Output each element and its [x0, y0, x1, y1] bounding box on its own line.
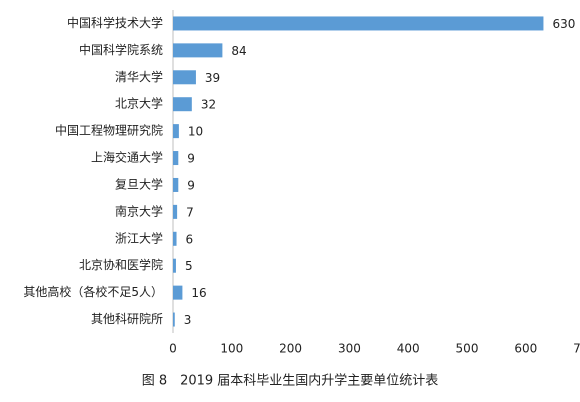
data-label: 39 — [205, 71, 220, 85]
x-tick-label: 300 — [338, 342, 361, 356]
y-tick-label: 中国科学院系统 — [79, 42, 163, 57]
data-label: 16 — [191, 286, 206, 300]
chart-title: 图 8 2019 届本科毕业生国内升学主要单位统计表 — [142, 373, 439, 389]
x-tick-label: 400 — [397, 342, 420, 356]
bar — [173, 231, 177, 246]
y-tick-label: 上海交通大学 — [91, 150, 163, 165]
y-tick-label: 清华大学 — [115, 69, 163, 84]
x-tick-label: 600 — [514, 342, 537, 356]
bar — [173, 204, 178, 219]
data-label: 10 — [188, 125, 203, 139]
data-label: 32 — [201, 98, 216, 112]
data-label: 3 — [184, 313, 192, 327]
y-tick-label: 其他高校（各校不足5人） — [23, 284, 163, 299]
x-tick-label: 200 — [279, 342, 302, 356]
data-label: 6 — [186, 232, 194, 246]
bar — [173, 43, 223, 58]
y-tick-label: 中国科学技术大学 — [67, 15, 163, 30]
y-tick-label: 北京协和医学院 — [79, 257, 163, 272]
x-tick-label: 500 — [456, 342, 479, 356]
y-tick-label: 复旦大学 — [115, 176, 163, 191]
y-tick-label: 浙江大学 — [115, 230, 163, 245]
bar — [173, 312, 175, 327]
x-tick-label: 100 — [220, 342, 243, 356]
y-tick-label: 北京大学 — [115, 96, 163, 111]
data-label: 9 — [187, 152, 195, 166]
bar — [173, 285, 183, 300]
data-label: 7 — [186, 205, 194, 219]
data-label: 630 — [552, 17, 575, 31]
x-tick-label: 700 — [573, 342, 580, 356]
x-tick-label: 0 — [169, 342, 177, 356]
bar — [173, 70, 196, 85]
y-tick-label: 南京大学 — [115, 203, 163, 218]
bar — [173, 16, 544, 31]
bar — [173, 258, 176, 273]
y-tick-label: 其他科研院所 — [91, 312, 163, 326]
data-label: 9 — [187, 178, 195, 192]
bar — [173, 151, 179, 166]
bar — [173, 124, 179, 139]
data-label: 5 — [185, 259, 193, 273]
bar — [173, 177, 179, 192]
bar — [173, 97, 192, 112]
y-tick-label: 中国工程物理研究院 — [55, 123, 163, 138]
data-label: 84 — [231, 44, 246, 58]
